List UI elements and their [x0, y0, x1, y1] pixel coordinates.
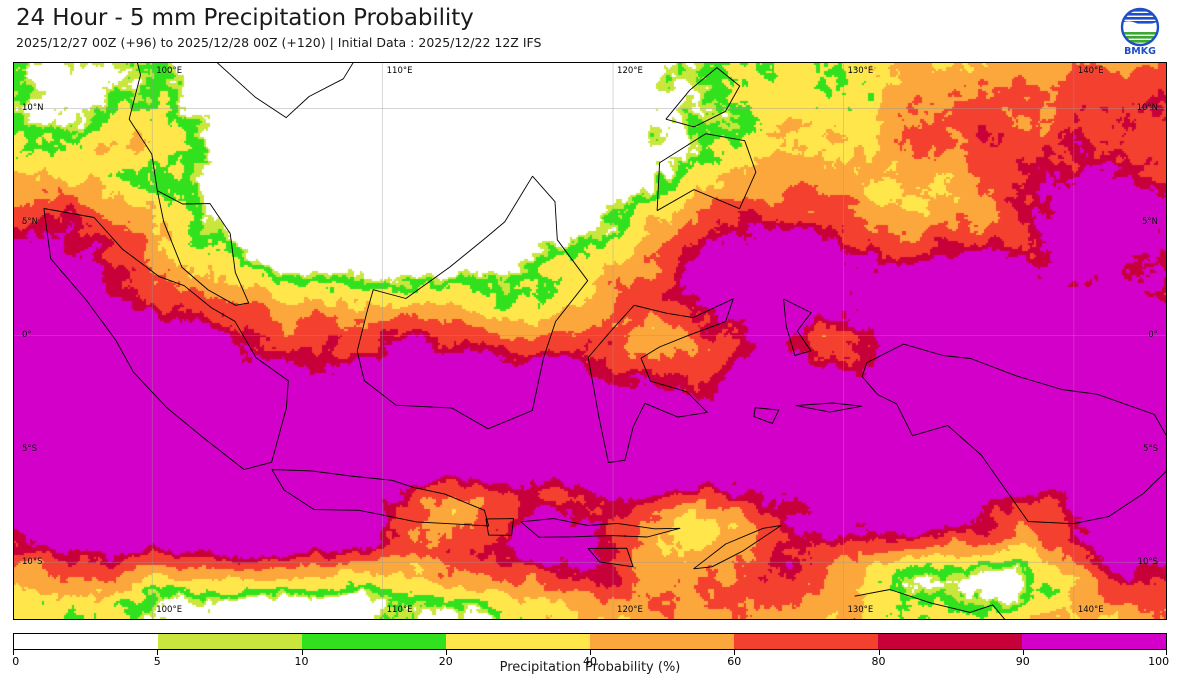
colorbar-segment [590, 634, 734, 649]
page-subtitle: 2025/12/27 00Z (+96) to 2025/12/28 00Z (… [16, 35, 542, 50]
colorbar-segment [878, 634, 1022, 649]
colorbar-tick-label: 0 [12, 655, 20, 668]
colorbar: 0 5 10 20 40 60 80 90 100 [12, 633, 1169, 668]
colorbar-segment [158, 634, 302, 649]
colorbar-tick [878, 650, 880, 655]
colorbar-tick-label: 100 [1148, 655, 1170, 668]
colorbar-tick-label: 40 [583, 655, 597, 668]
colorbar-tick [157, 650, 159, 655]
colorbar-segment [14, 634, 158, 649]
colorbar-tick [13, 650, 14, 655]
colorbar-tick [445, 650, 447, 655]
colorbar-gradient [13, 633, 1167, 650]
colorbar-tick [1166, 650, 1167, 655]
bmkg-logo-text: BMKG [1124, 46, 1156, 56]
colorbar-ticks: 0 5 10 20 40 60 80 90 100 [12, 650, 1169, 668]
header: 24 Hour - 5 mm Precipitation Probability… [16, 4, 1076, 58]
colorbar-tick-label: 90 [1015, 655, 1030, 668]
colorbar-tick-label: 60 [727, 655, 742, 668]
colorbar-tick-label: 10 [294, 655, 309, 668]
map-frame[interactable]: 10°N 10°N 5°N 5°N 0° 0° 5°S 5°S 10°S 10°S 100°E 100… [13, 62, 1167, 620]
colorbar-segment [302, 634, 446, 649]
colorbar-tick [590, 650, 591, 655]
bmkg-logo-icon: BMKG [1120, 7, 1160, 57]
colorbar-segment [734, 634, 878, 649]
precipitation-probability-field[interactable] [14, 63, 1166, 619]
colorbar-label: Precipitation Probability (%) [499, 660, 681, 675]
page-title: 24 Hour - 5 mm Precipitation Probability [16, 5, 474, 31]
colorbar-tick-label: 80 [871, 655, 886, 668]
colorbar-tick [734, 650, 736, 655]
colorbar-tick-label: 20 [438, 655, 453, 668]
colorbar-tick [1022, 650, 1024, 655]
bmkg-logo: BMKG [1108, 6, 1172, 57]
colorbar-segment [1022, 634, 1166, 649]
colorbar-tick [301, 650, 303, 655]
colorbar-tick-label: 5 [153, 655, 161, 668]
colorbar-segment [446, 634, 590, 649]
